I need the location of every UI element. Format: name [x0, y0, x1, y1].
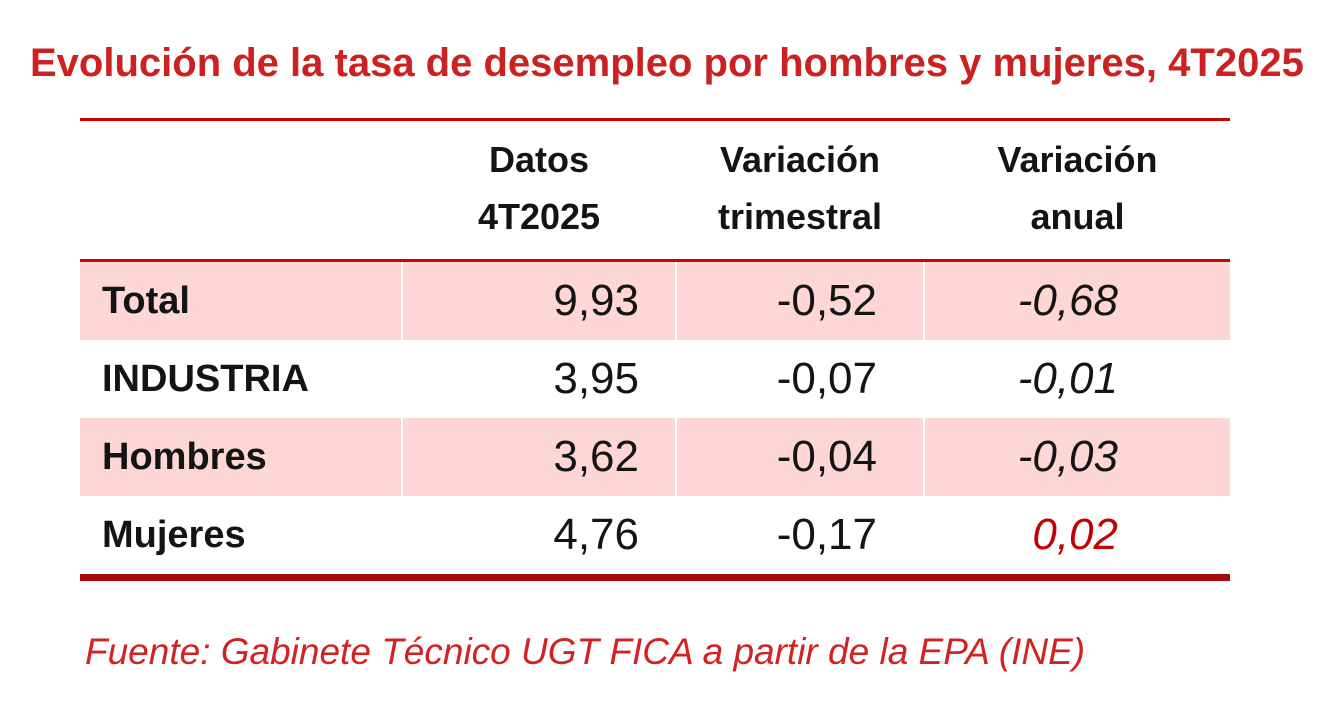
header-anual-line2: anual	[1030, 196, 1125, 237]
industria-var-trimestral-value: -0,07	[675, 340, 924, 418]
mujeres-datos-value: 4,76	[401, 496, 676, 578]
table-row-total: Total 9,93 -0,52 -0,68	[80, 260, 1230, 340]
table-row-mujeres: Mujeres 4,76 -0,17 0,02	[80, 496, 1230, 578]
header-trimestral-line2: trimestral	[717, 196, 883, 237]
source-note: Fuente: Gabinete Técnico UGT FICA a part…	[85, 631, 1086, 672]
industria-datos-value: 3,95	[401, 340, 676, 418]
hombres-var-anual-value: -0,03	[923, 418, 1230, 496]
header-trimestral-line1: Variación	[719, 139, 881, 180]
header-datos-line2: 4T2025	[477, 196, 601, 237]
total-datos-value: 9,93	[401, 260, 676, 340]
table-row-industria: INDUSTRIA 3,95 -0,07 -0,01	[80, 340, 1230, 418]
row-label-total: Total	[80, 260, 402, 340]
unemployment-rates-table: Datos 4T2025 Variación trimestral Variac…	[80, 118, 1230, 581]
page-title: Evolución de la tasa de desempleo por ho…	[30, 41, 1304, 85]
row-label-industria: INDUSTRIA	[102, 357, 309, 400]
total-var-trimestral-value: -0,52	[675, 260, 924, 340]
mujeres-var-anual-value: 0,02	[923, 496, 1230, 578]
header-datos-line1: Datos	[488, 139, 590, 180]
hombres-var-trimestral-value: -0,04	[675, 418, 924, 496]
header-anual-line1: Variación	[997, 139, 1158, 180]
row-label-hombres: Hombres	[80, 418, 402, 496]
row-label-mujeres: Mujeres	[102, 513, 246, 556]
header-variacion-trimestral: Variación trimestral	[675, 119, 924, 261]
header-variacion-anual: Variación anual	[923, 119, 1230, 261]
table-row-hombres: Hombres 3,62 -0,04 -0,03	[80, 418, 1230, 496]
hombres-datos-value: 3,62	[401, 418, 676, 496]
header-datos-4t2025: Datos 4T2025	[401, 119, 676, 261]
header-empty-cell	[80, 120, 402, 261]
industria-var-anual-value: -0,01	[923, 340, 1230, 418]
mujeres-var-trimestral-value: -0,17	[675, 496, 924, 578]
total-var-anual-value: -0,68	[923, 260, 1230, 340]
table-header-row: Datos 4T2025 Variación trimestral Variac…	[80, 119, 1230, 261]
